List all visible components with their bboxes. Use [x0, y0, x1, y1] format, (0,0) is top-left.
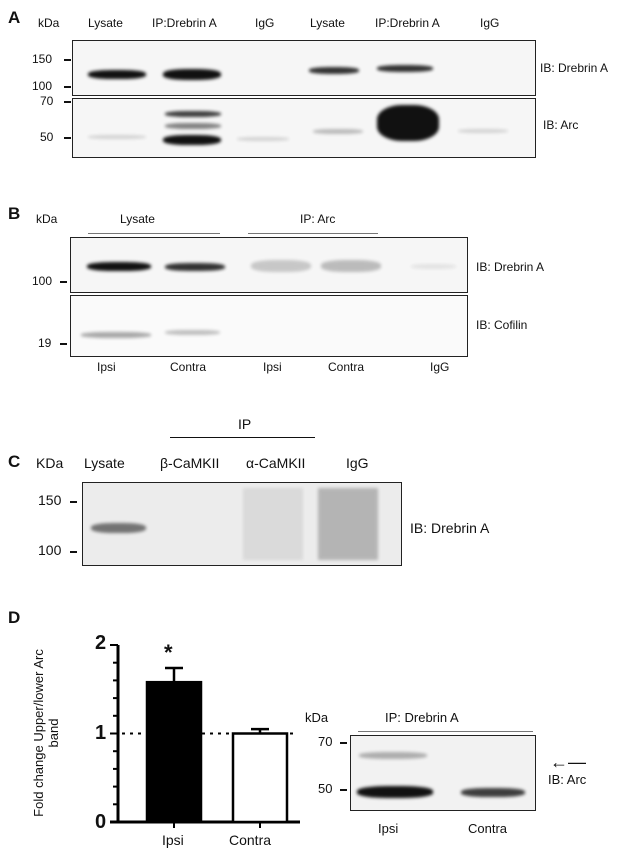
group-label: IP: Drebrin A	[385, 710, 459, 725]
lane-label: IgG	[480, 16, 500, 30]
kda-label: kDa	[36, 212, 58, 226]
lane-label: IgG	[255, 16, 275, 30]
ib-label: IB: Cofilin	[476, 318, 528, 332]
lane-label: Lysate	[84, 455, 125, 471]
marker: 150	[32, 52, 53, 66]
ib-label: IB: Arc	[548, 772, 587, 787]
x-tick-label: Contra	[229, 832, 272, 848]
y-tick-label: 1	[95, 722, 107, 744]
lane-label: Ipsi	[378, 821, 399, 836]
significance-star: *	[164, 640, 173, 665]
kda-label: kDa	[38, 16, 60, 30]
lane-label: IP:Drebrin A	[375, 16, 440, 30]
blot-arc	[72, 98, 536, 158]
ib-label: IB: Drebrin A	[540, 61, 609, 75]
ib-label: IB: Drebrin A	[476, 260, 545, 274]
y-tick-label: 0	[95, 811, 107, 833]
marker: 50	[40, 130, 54, 144]
y-tick-label: 2	[95, 632, 107, 654]
blot-arc	[350, 735, 536, 811]
blot-drebrin	[72, 40, 536, 96]
lane-label: α-CaMKII	[246, 455, 306, 471]
kda-label: kDa	[305, 710, 329, 725]
marker: 100	[32, 274, 53, 288]
blot-cofilin	[70, 295, 468, 357]
group-label: IP	[238, 416, 252, 432]
marker: 150	[38, 492, 62, 508]
ib-label: IB: Arc	[543, 118, 579, 132]
lane-label: Ipsi	[263, 360, 282, 374]
kda-label: KDa	[36, 455, 64, 471]
panel-b-label: B	[8, 204, 21, 223]
blot-drebrin	[82, 482, 402, 566]
lane-label: IgG	[430, 360, 450, 374]
marker: 50	[318, 781, 333, 796]
lane-label: Ipsi	[97, 360, 116, 374]
arrow-icon: ←—	[550, 752, 586, 772]
lane-label: Contra	[328, 360, 365, 374]
panel-a-label: A	[8, 8, 21, 27]
lane-label: IP:Drebrin A	[152, 16, 217, 30]
lane-label: Lysate	[310, 16, 345, 30]
panel-c-label: C	[8, 452, 21, 471]
marker: 70	[318, 734, 333, 749]
lane-label: Contra	[170, 360, 207, 374]
lane-label: Contra	[468, 821, 508, 836]
x-tick-label: Ipsi	[162, 832, 184, 848]
marker: 70	[40, 94, 54, 108]
ib-label: IB: Drebrin A	[410, 520, 490, 536]
lane-label: β-CaMKII	[160, 455, 220, 471]
panel-d-label: D	[8, 608, 21, 627]
lane-label: IgG	[346, 455, 369, 471]
group-label: IP: Arc	[300, 212, 336, 226]
bar-ipsi	[145, 680, 203, 824]
lane-label: Lysate	[88, 16, 123, 30]
marker: 100	[38, 542, 62, 558]
blot-drebrin	[70, 237, 468, 293]
group-label: Lysate	[120, 212, 155, 226]
y-axis-label: Fold change Upper/lower Arc band	[31, 649, 61, 817]
marker: 100	[32, 79, 53, 93]
marker: 19	[38, 336, 52, 350]
bar-contra	[231, 732, 289, 824]
